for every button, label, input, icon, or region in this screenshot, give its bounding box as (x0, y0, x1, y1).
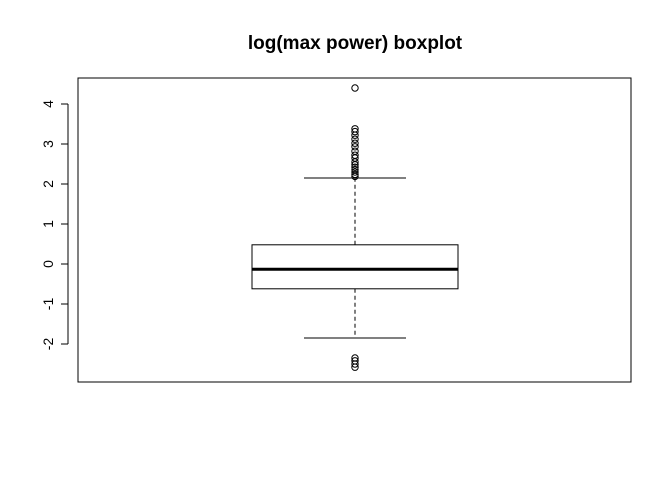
y-tick-label: 0 (40, 260, 56, 268)
outlier-point (351, 158, 359, 166)
y-tick-label: -1 (40, 298, 56, 311)
outlier-point (351, 363, 359, 371)
y-tick-label: 2 (40, 180, 56, 188)
y-tick-label: 3 (40, 140, 56, 148)
y-tick-label: 1 (40, 220, 56, 228)
plot-frame (77, 77, 632, 383)
outlier-point (351, 163, 359, 171)
y-axis: -2 -1 0 1 2 3 4 (40, 100, 69, 351)
outlier-point (351, 172, 359, 181)
outlier-point (351, 139, 359, 147)
outlier-point (351, 127, 359, 136)
outlier-point (351, 135, 359, 143)
outlier-point (351, 84, 359, 92)
outlier-point (351, 170, 359, 179)
outlier-point (351, 131, 359, 139)
outlier-point (351, 161, 359, 169)
y-tick-label: 4 (40, 100, 56, 108)
outliers-group (351, 84, 359, 371)
outlier-point (351, 360, 359, 368)
box-group (251, 177, 459, 339)
chart-title: log(max power) boxplot (248, 33, 463, 54)
y-tick-label: -2 (40, 338, 56, 351)
iqr-box (251, 244, 459, 290)
outlier-point (351, 143, 359, 151)
outlier-point (351, 168, 359, 176)
